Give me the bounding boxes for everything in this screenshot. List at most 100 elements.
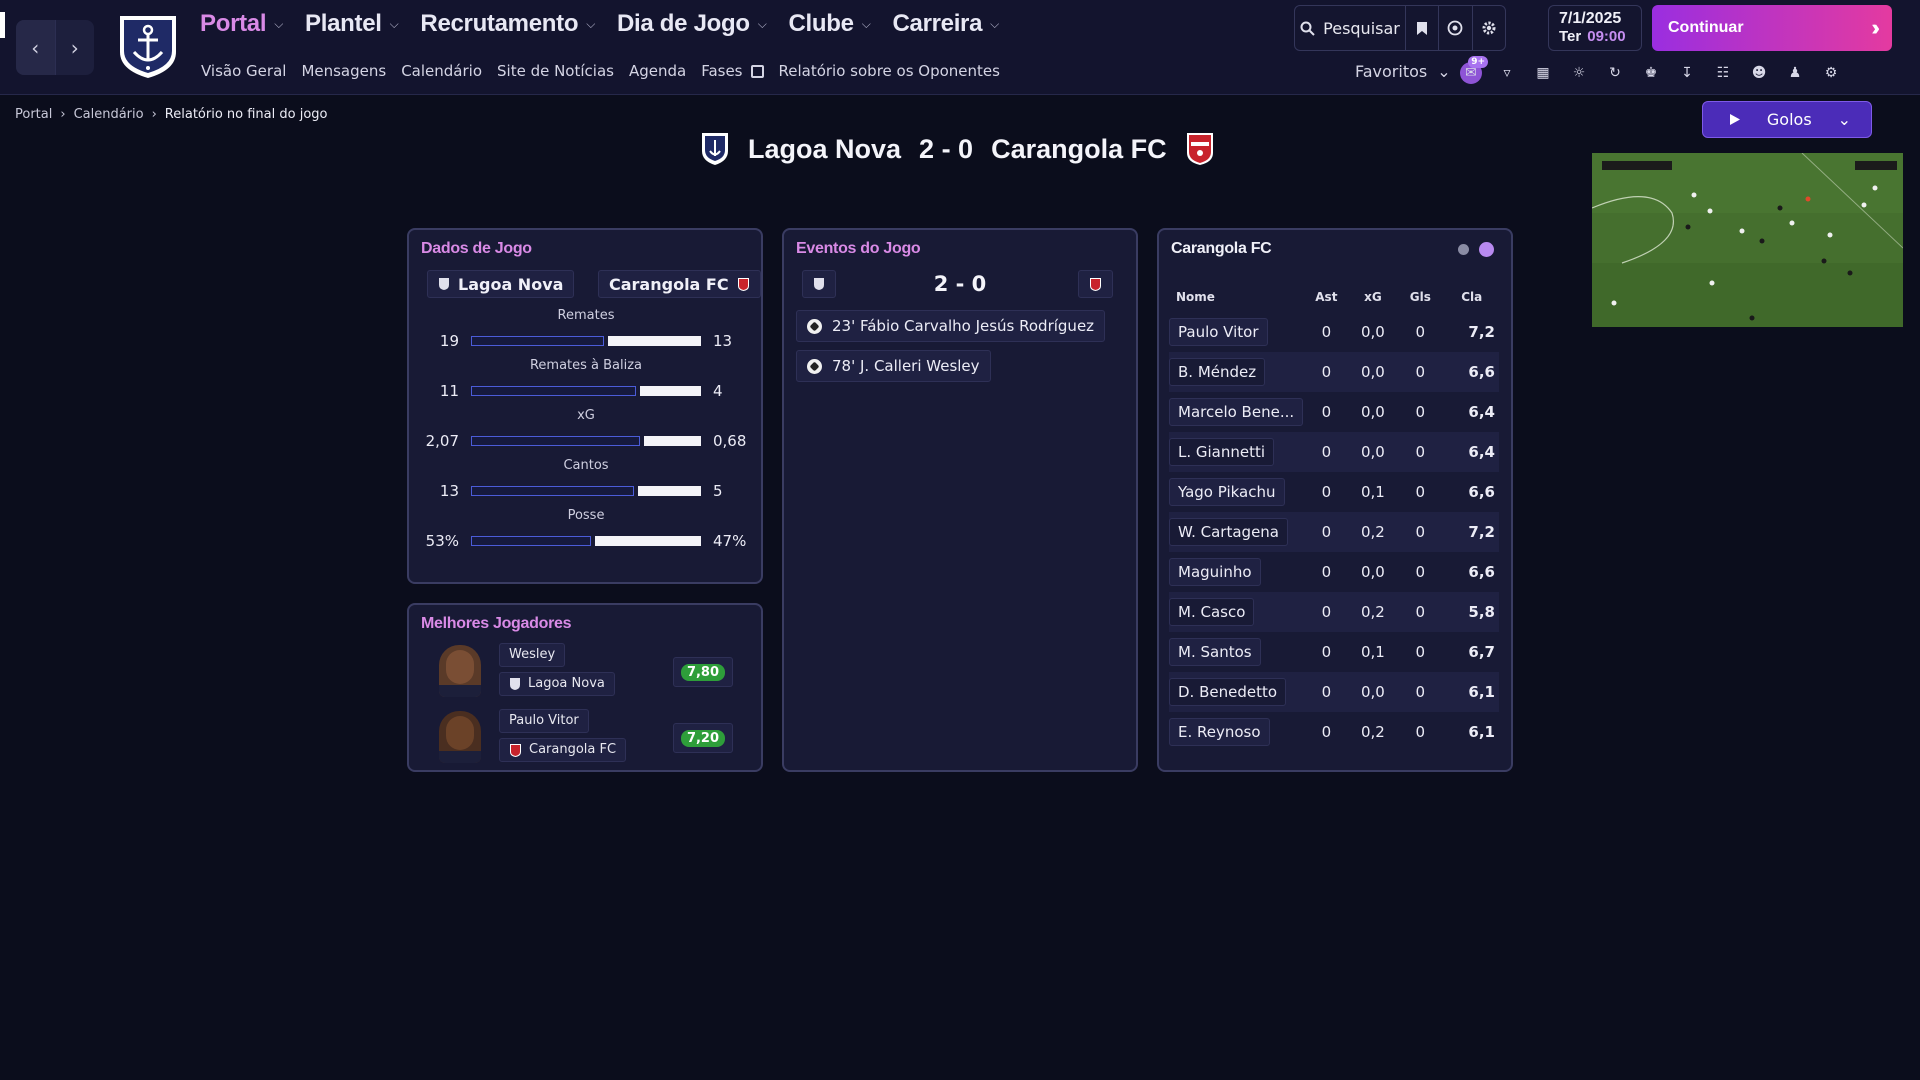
shirt-icon[interactable]: ▿	[1503, 65, 1511, 81]
player-name[interactable]: E. Reynoso	[1169, 718, 1270, 746]
best-player-row[interactable]: Paulo Vitor Carangola FC 7,20	[429, 709, 759, 769]
match-video-preview[interactable]	[1592, 153, 1903, 327]
player-name[interactable]: D. Benedetto	[1169, 678, 1287, 706]
match-stats-title: Dados de Jogo	[421, 240, 532, 257]
subnav-calendario[interactable]: Calendário	[401, 62, 482, 80]
player-name[interactable]: Yago Pikachu	[1169, 478, 1285, 506]
nav-carreira-label: Carreira	[892, 10, 983, 37]
stats-away-name: Carangola FC	[609, 274, 729, 294]
nav-clube[interactable]: Clube ⌵	[789, 10, 871, 38]
player-name[interactable]: Maguinho	[1169, 558, 1261, 586]
nav-portal[interactable]: Portal ⌵	[200, 10, 283, 38]
player-name[interactable]: Marcelo Bene...	[1169, 398, 1304, 426]
cell-ast: 0	[1321, 723, 1332, 741]
back-button[interactable]: ‹	[16, 20, 56, 75]
bookmark-button[interactable]	[1406, 6, 1440, 50]
cell-cla: 5,8	[1444, 592, 1499, 632]
favorites-dropdown[interactable]: Favoritos ⌄	[1355, 62, 1451, 81]
trophy-icon[interactable]: ♚	[1644, 65, 1658, 81]
subnav-fases[interactable]: Fases	[701, 62, 764, 80]
events-away-crest	[1078, 270, 1113, 298]
table-row[interactable]: W. Cartagena 0 0,2 0 7,2	[1169, 512, 1499, 552]
home-bar	[471, 386, 636, 396]
player-name[interactable]: L. Giannetti	[1169, 438, 1275, 466]
chevron-right-icon: ›	[60, 107, 66, 122]
stat-home-value: 11	[439, 382, 459, 400]
nav-dia-de-jogo[interactable]: Dia de Jogo ⌵	[617, 10, 767, 38]
continue-button[interactable]: Continuar ››	[1652, 5, 1892, 51]
goal-event[interactable]: 78' J. Calleri Wesley	[796, 350, 991, 382]
page-dot-inactive[interactable]	[1458, 244, 1469, 255]
events-title: Eventos do Jogo	[796, 240, 921, 257]
col-ast[interactable]: Ast	[1315, 290, 1338, 304]
page-dot-active[interactable]	[1479, 242, 1494, 257]
messages-icon[interactable]: ✉ 9+	[1460, 56, 1488, 84]
home-team-name: Lagoa Nova	[748, 133, 902, 164]
table-row[interactable]: Paulo Vitor 0 0,0 0 7,2	[1169, 312, 1499, 352]
top-bar: ‹ › Portal ⌵ Plantel ⌵ Recrutamento ⌵ Dia d…	[0, 0, 1920, 95]
nav-plantel-label: Plantel	[305, 10, 382, 37]
date-time[interactable]: 7/1/2025 Ter 09:00	[1548, 5, 1642, 51]
player-settings-icon[interactable]: ⚙	[1824, 65, 1838, 81]
table-row[interactable]: Marcelo Bene... 0 0,0 0 6,4	[1169, 392, 1499, 432]
main-nav: Portal ⌵ Plantel ⌵ Recrutamento ⌵ Dia de Jo…	[200, 10, 999, 38]
table-row[interactable]: M. Santos 0 0,1 0 6,7	[1169, 632, 1499, 672]
help-button[interactable]	[1439, 6, 1473, 50]
scouting-icon[interactable]: ☼	[1572, 65, 1586, 81]
table-row[interactable]: D. Benedetto 0 0,0 0 6,1	[1169, 672, 1499, 712]
table-row[interactable]: B. Méndez 0 0,0 0 6,6	[1169, 352, 1499, 392]
player-name[interactable]: B. Méndez	[1169, 358, 1266, 386]
refresh-icon[interactable]: ↻	[1609, 65, 1621, 81]
subnav-visao-geral[interactable]: Visão Geral	[201, 62, 287, 80]
subnav-site-noticias[interactable]: Site de Notícias	[497, 62, 614, 80]
club-crest-icon[interactable]	[116, 12, 180, 80]
chevron-down-icon: ⌄	[1437, 62, 1451, 81]
current-date: 7/1/2025	[1559, 10, 1622, 27]
stat-home-value: 19	[439, 332, 459, 350]
table-row[interactable]: L. Giannetti 0 0,0 0 6,4	[1169, 432, 1499, 472]
subnav-fases-label: Fases	[701, 62, 743, 80]
col-xg[interactable]: xG	[1364, 290, 1382, 304]
nav-clube-label: Clube	[788, 10, 854, 37]
stat-row-xg: 2,07 0,68	[419, 430, 753, 452]
col-cla[interactable]: Cla	[1461, 290, 1483, 304]
best-player-row[interactable]: Wesley Lagoa Nova 7,80	[429, 643, 759, 703]
cell-xg: 0,2	[1360, 723, 1385, 741]
subnav-agenda[interactable]: Agenda	[628, 62, 687, 80]
search-button[interactable]: Pesquisar	[1295, 6, 1406, 50]
breadcrumb-portal[interactable]: Portal	[15, 107, 53, 122]
player-name[interactable]: Paulo Vitor	[1169, 318, 1268, 346]
nav-plantel[interactable]: Plantel ⌵	[305, 10, 399, 38]
cell-gls: 0	[1415, 403, 1426, 421]
subnav-mensagens[interactable]: Mensagens	[301, 62, 387, 80]
forward-button[interactable]: ›	[70, 35, 79, 60]
stat-away-value: 13	[713, 332, 733, 350]
goals-dropdown-button[interactable]: Golos ⌄	[1702, 101, 1872, 138]
nav-recrutamento[interactable]: Recrutamento ⌵	[420, 10, 595, 38]
cell-ast: 0	[1303, 672, 1350, 712]
away-crest-icon	[1090, 277, 1101, 291]
table-row[interactable]: E. Reynoso 0 0,2 0 6,1	[1169, 712, 1499, 752]
settings-button[interactable]	[1473, 6, 1505, 50]
download-icon[interactable]: ↧	[1681, 65, 1693, 81]
day-time: Ter 09:00	[1559, 28, 1631, 45]
rating-box: 7,80	[673, 657, 733, 687]
goal-event[interactable]: 23' Fábio Carvalho Jesús Rodríguez	[796, 310, 1106, 342]
col-gls[interactable]: Gls	[1409, 290, 1431, 304]
table-row[interactable]: Yago Pikachu 0 0,1 0 6,6	[1169, 472, 1499, 512]
breadcrumb-calendario[interactable]: Calendário	[73, 107, 144, 122]
player-name[interactable]: M. Casco	[1169, 598, 1255, 626]
calendar-icon[interactable]: ☷	[1716, 65, 1730, 81]
player-name[interactable]: W. Cartagena	[1169, 518, 1289, 546]
cell-ast: 0	[1321, 403, 1332, 421]
staff-icon[interactable]: ☻	[1751, 65, 1767, 81]
player-name[interactable]: M. Santos	[1169, 638, 1261, 666]
table-row[interactable]: Maguinho 0 0,0 0 6,6	[1169, 552, 1499, 592]
team-icon[interactable]: ♟	[1788, 65, 1802, 81]
goal-event-text: 23' Fábio Carvalho Jesús Rodríguez	[832, 317, 1095, 335]
nav-carreira[interactable]: Carreira ⌵	[892, 10, 999, 38]
notebook-icon[interactable]: ▦	[1536, 65, 1550, 81]
table-row[interactable]: M. Casco 0 0,2 0 5,8	[1169, 592, 1499, 632]
subnav-relatorio-oponentes[interactable]: Relatório sobre os Oponentes	[778, 62, 1000, 80]
col-name[interactable]: Nome	[1176, 290, 1215, 304]
